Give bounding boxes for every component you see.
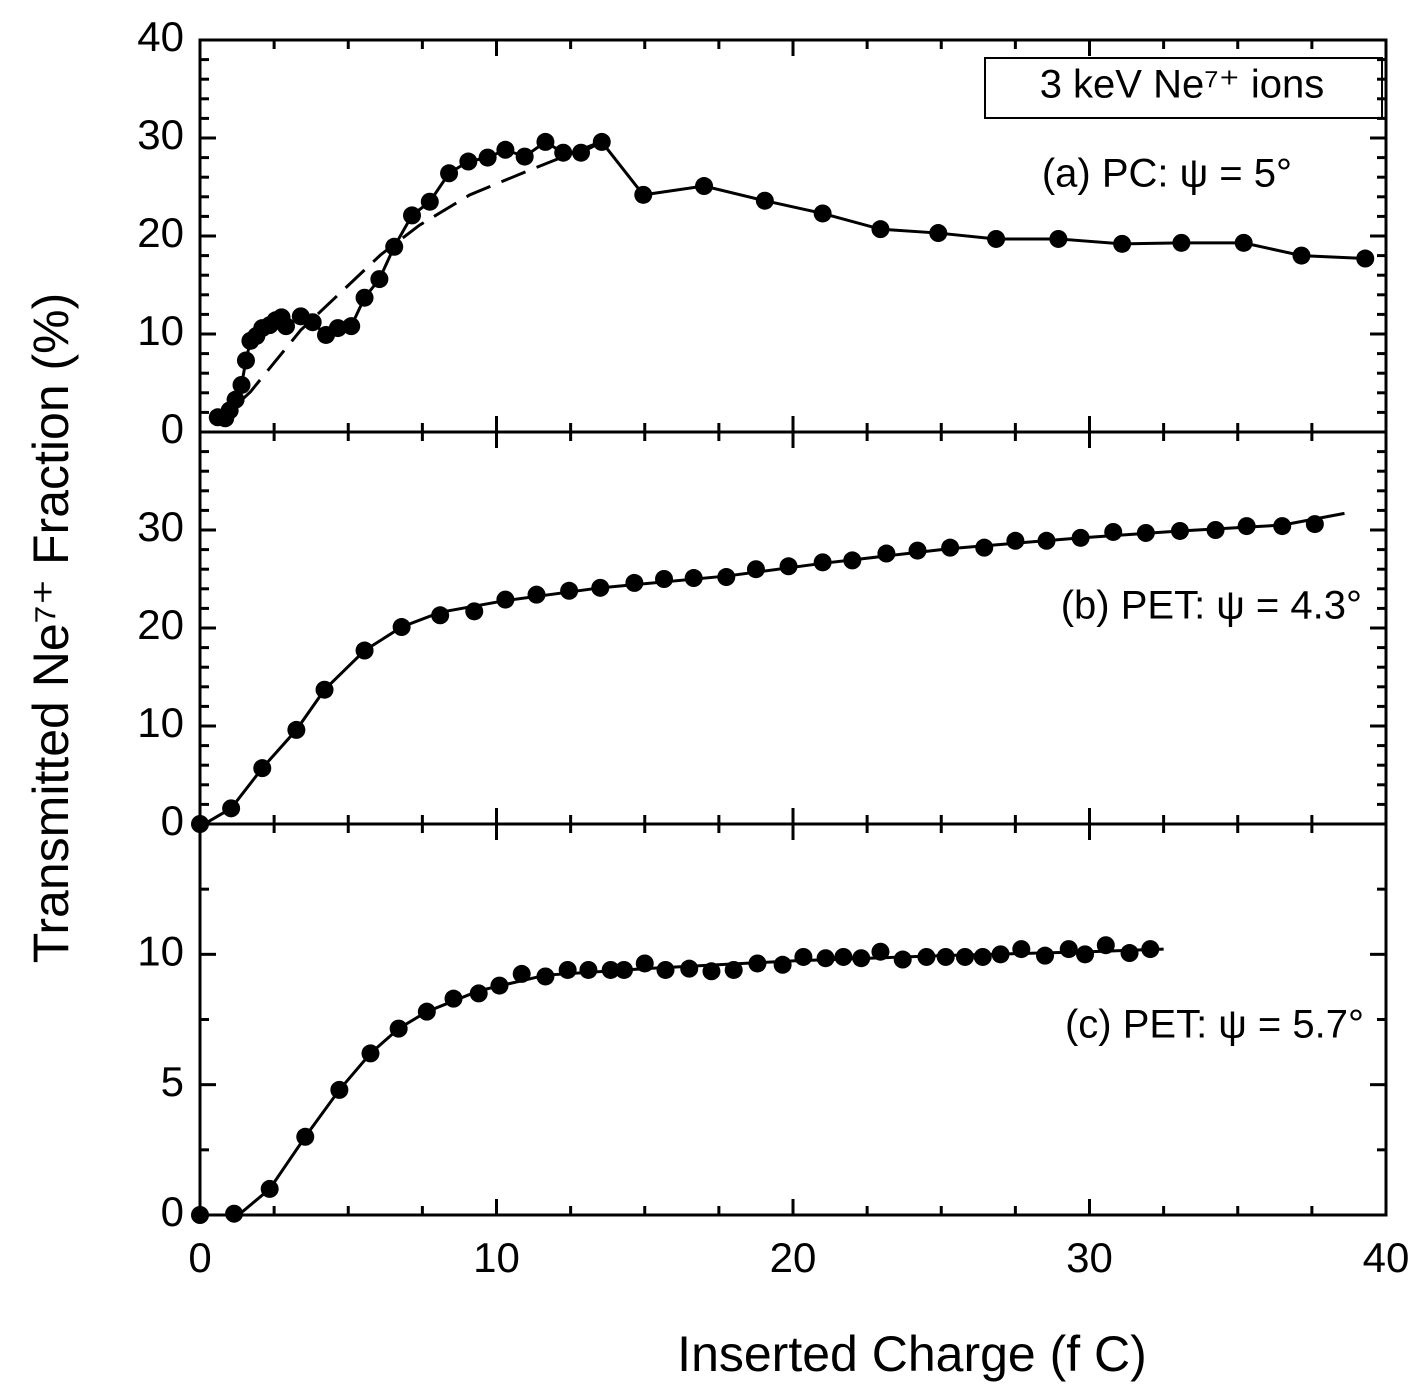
y-tick-label: 0 (161, 797, 184, 844)
data-point (746, 560, 765, 579)
y-tick-label: 10 (137, 927, 184, 974)
data-point (527, 585, 546, 604)
y-tick-label: 0 (161, 1188, 184, 1235)
data-point (975, 538, 994, 557)
data-point (592, 132, 611, 151)
plot-frame (198, 430, 1388, 826)
data-point (1104, 522, 1123, 541)
data-point (402, 206, 421, 225)
data-point (755, 191, 774, 210)
data-point (973, 947, 992, 966)
data-point (893, 950, 912, 969)
data-line (213, 140, 601, 427)
data-point (232, 375, 251, 394)
data-point (1012, 940, 1031, 959)
data-point (440, 164, 459, 183)
y-tick-label: 30 (137, 503, 184, 550)
data-point (655, 570, 674, 588)
data-point (813, 204, 832, 223)
data-point (515, 147, 534, 166)
data-point (420, 192, 439, 211)
data-point (908, 541, 927, 560)
data-line (200, 947, 1164, 1217)
data-point (558, 960, 577, 979)
data-point (773, 955, 792, 974)
data-point (236, 351, 255, 370)
data-point (1113, 234, 1132, 253)
data-point (871, 220, 890, 239)
annotation-box (984, 57, 1383, 119)
y-tick-label: 10 (137, 307, 184, 354)
data-point (328, 319, 347, 338)
data-point (1036, 946, 1055, 965)
x-tick-label: 20 (770, 1234, 817, 1281)
data-line (205, 511, 1345, 825)
data-point (634, 185, 653, 204)
annotation: (c) PET: ψ = 5.7° (1065, 1003, 1364, 1047)
y-tick-label: 20 (137, 601, 184, 648)
y-tick-label: 0 (161, 405, 184, 452)
data-point (1049, 229, 1068, 248)
data-point (496, 140, 515, 159)
plot-frame (198, 822, 1388, 1217)
data-point (342, 317, 361, 336)
data-point (579, 960, 598, 979)
data-point (355, 288, 374, 307)
data-point (1076, 945, 1095, 964)
data-point (370, 270, 389, 289)
annotation: (a) PC: ψ = 5° (1042, 152, 1292, 196)
y-tick-label: 30 (137, 111, 184, 158)
data-point (536, 132, 555, 151)
data-point (987, 229, 1006, 248)
y-tick-label: 10 (137, 699, 184, 746)
data-point (929, 224, 948, 243)
data-point (303, 313, 322, 332)
x-tick-label: 0 (188, 1234, 211, 1281)
data-point (1356, 249, 1375, 268)
data-point (1006, 531, 1025, 550)
data-point (1234, 233, 1253, 252)
annotation: (b) PET: ψ = 4.3° (1061, 584, 1362, 628)
data-point (1120, 944, 1139, 963)
y-tick-label: 5 (161, 1058, 184, 1105)
data-point (226, 390, 245, 409)
data-point (1172, 233, 1191, 252)
data-point (385, 237, 404, 256)
y-tick-label: 20 (137, 209, 184, 256)
data-point (276, 317, 295, 336)
data-point (459, 152, 478, 171)
data-point (779, 557, 798, 576)
data-point (656, 960, 675, 979)
y-axis-label: Transmitted Ne⁷⁺ Fraction (%) (23, 293, 79, 964)
data-point (834, 947, 853, 966)
annotation: 3 keV Ne⁷⁺ ions (1040, 63, 1325, 107)
data-point (1292, 246, 1311, 265)
x-tick-label: 30 (1066, 1234, 1113, 1281)
data-point (794, 947, 813, 966)
y-tick-label: 40 (137, 13, 184, 60)
data-point (1059, 940, 1078, 959)
x-axis-label: Inserted Charge (f C) (677, 1326, 1147, 1382)
data-point (695, 177, 714, 196)
x-tick-label: 40 (1363, 1234, 1410, 1281)
data-point (478, 148, 497, 167)
data-point (625, 573, 644, 592)
data-point (955, 947, 974, 966)
data-point (680, 959, 699, 978)
x-tick-label: 10 (473, 1234, 520, 1281)
data-point (877, 544, 896, 563)
